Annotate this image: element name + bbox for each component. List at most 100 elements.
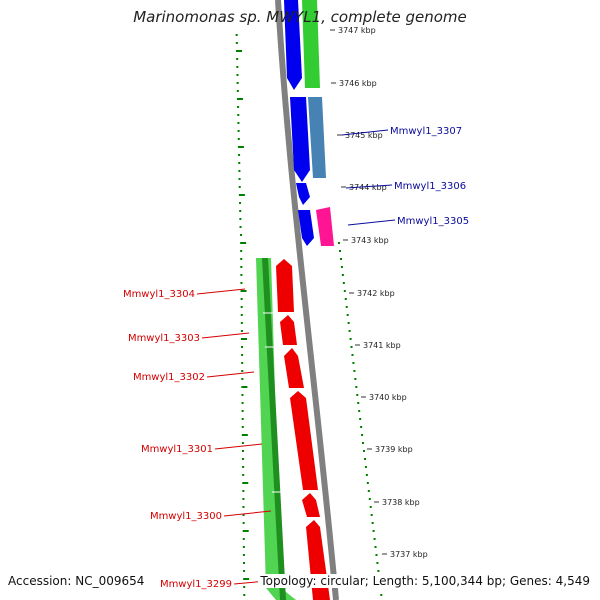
gc-dot-right <box>358 410 361 412</box>
gc-dot-left <box>242 458 245 460</box>
gc-dot-left <box>243 586 246 588</box>
gc-dot-right <box>373 538 376 540</box>
label-leader <box>345 184 393 189</box>
gc-dot-right <box>340 266 343 268</box>
gc-dot-left <box>237 106 240 108</box>
gc-dot-left <box>240 250 243 252</box>
gc-dot-right <box>345 306 348 308</box>
gc-dot-left <box>240 322 243 324</box>
gc-dot-left <box>235 34 238 36</box>
gene-label: Mmwyl1_3306 <box>394 181 466 192</box>
gene-labels: Mmwyl1_3307 Mmwyl1_3306 Mmwyl1_3305 Mmwyl1_… <box>123 126 469 590</box>
gc-dot-left <box>237 138 240 140</box>
gc-dot-right <box>368 498 371 500</box>
gc-dot-right <box>380 594 383 596</box>
gc-dot-left <box>241 426 244 428</box>
gc-dot-right <box>363 450 365 452</box>
gc-dot-left <box>242 466 245 468</box>
gc-dot-right <box>347 322 350 324</box>
gc-dot-right <box>341 274 344 276</box>
gc-dot-right <box>346 314 349 316</box>
gc-dot-left <box>239 218 242 220</box>
tick-label: 3737 kbp <box>390 550 428 559</box>
label-leader <box>214 443 263 450</box>
gc-dot-left <box>238 154 241 156</box>
gc-dot-left <box>240 338 247 340</box>
gc-dot-right <box>364 466 367 468</box>
gc-dot-left <box>236 90 239 92</box>
gc-dot-right <box>369 506 372 508</box>
kbp-ticks: 3747 kbp 3746 kbp 3745 kbp 3744 kbp 3743 kbp… <box>330 26 428 559</box>
gc-dot-right <box>375 554 378 556</box>
gene-label: Mmwyl1_3303 <box>128 333 200 344</box>
gc-dot-left <box>242 506 245 508</box>
gc-dot-left <box>243 570 246 572</box>
gc-dot-left <box>242 490 245 492</box>
map-title: Marinomonas sp. MWYL1, complete genome <box>133 8 467 26</box>
gc-dot-right <box>374 546 377 548</box>
gc-dot-right <box>370 514 373 516</box>
gc-dot-left <box>241 378 244 380</box>
gc-dot-left <box>240 242 247 244</box>
gc-dot-left <box>242 562 245 564</box>
gc-dot-left <box>241 370 244 372</box>
gc-dot-right <box>359 418 362 420</box>
genome-summary-text: Topology: circular; Length: 5,100,344 bp… <box>258 574 592 588</box>
gc-dot-left <box>242 498 245 500</box>
tick-label: 3744 kbp <box>349 183 387 192</box>
gene-arrow <box>298 210 314 246</box>
gc-dot-right <box>354 378 357 380</box>
gc-dot-right <box>357 402 360 404</box>
gc-dot-right <box>361 434 364 436</box>
gc-dot-left <box>236 98 243 100</box>
accession-text: Accession: NC_009654 <box>6 574 147 588</box>
gc-content-left-track <box>235 34 250 596</box>
gc-dot-left <box>241 402 244 404</box>
gc-dot-left <box>236 74 239 76</box>
gc-dot-left <box>238 178 241 180</box>
gc-dot-right <box>339 250 341 252</box>
gc-dot-left <box>242 538 245 540</box>
gc-dot-right <box>365 474 368 476</box>
gene-arrow <box>316 207 334 246</box>
tick-label: 3745 kbp <box>345 131 383 140</box>
gc-dot-right <box>356 394 359 396</box>
gc-dot-left <box>240 306 243 308</box>
gc-dot-left <box>240 314 243 316</box>
label-leader <box>347 219 396 226</box>
tick-label: 3746 kbp <box>339 79 377 88</box>
gene-arrow <box>290 391 318 490</box>
gene-arrow <box>284 348 304 388</box>
gc-dot-left <box>242 474 245 476</box>
gc-dot-right <box>344 298 347 300</box>
label-leader <box>223 510 272 517</box>
label-leader <box>201 332 250 339</box>
gc-dot-left <box>241 346 244 348</box>
gc-dot-right <box>343 290 346 292</box>
gc-dot-left <box>239 226 242 228</box>
gc-dot-left <box>238 194 245 196</box>
gc-dot-right <box>377 570 380 572</box>
gc-dot-right <box>339 258 342 260</box>
gc-dot-right <box>371 522 374 524</box>
gene-label: Mmwyl1_3305 <box>397 216 469 227</box>
gc-dot-right <box>351 354 354 356</box>
gc-dot-left <box>242 522 245 524</box>
gc-dot-left <box>241 434 248 436</box>
tick-label: 3742 kbp <box>357 289 395 298</box>
gc-dot-right <box>352 362 355 364</box>
gene-arrow <box>302 493 320 517</box>
gene-arrow <box>276 259 294 312</box>
tick-label: 3738 kbp <box>382 498 420 507</box>
gc-dot-left <box>236 82 239 84</box>
gc-dot-left <box>240 290 247 292</box>
gc-dot-left <box>240 330 243 332</box>
gene-label: Mmwyl1_3299 <box>160 579 232 590</box>
gc-dot-left <box>238 170 241 172</box>
gc-dot-left <box>238 186 241 188</box>
gc-dot-left <box>239 210 242 212</box>
gc-dot-right <box>349 338 352 340</box>
gene-arrow <box>296 183 310 205</box>
gc-dot-left <box>241 394 244 396</box>
